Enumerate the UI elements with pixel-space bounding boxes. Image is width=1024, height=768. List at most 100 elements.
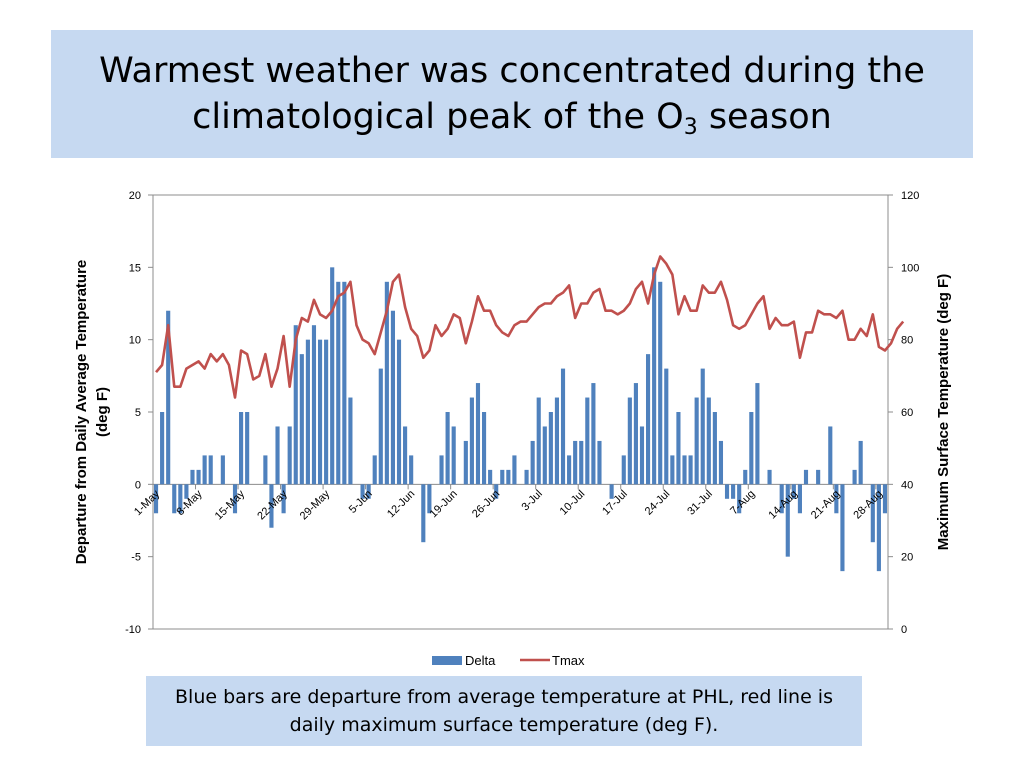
delta-bar bbox=[196, 469, 201, 485]
delta-bar bbox=[803, 469, 809, 485]
delta-bar bbox=[749, 412, 754, 485]
delta-bar bbox=[305, 339, 310, 485]
delta-bar bbox=[639, 426, 645, 485]
delta-bar bbox=[202, 455, 207, 485]
delta-bar bbox=[785, 484, 790, 557]
delta-bar bbox=[585, 397, 590, 485]
slide-title-end: season bbox=[697, 97, 832, 137]
delta-bar bbox=[421, 484, 426, 543]
y2-tick-label: 40 bbox=[901, 479, 913, 491]
delta-bar bbox=[281, 484, 286, 514]
tmax-line bbox=[155, 255, 905, 399]
delta-bar bbox=[579, 440, 584, 485]
delta-bar bbox=[275, 426, 280, 485]
delta-bar bbox=[153, 484, 159, 514]
delta-bar bbox=[317, 339, 323, 485]
delta-bar bbox=[573, 440, 578, 485]
delta-bar bbox=[542, 426, 547, 485]
y-tick-label: -5 bbox=[131, 552, 141, 564]
legend-tmax-label: Tmax bbox=[552, 653, 585, 668]
legend-delta-label: Delta bbox=[465, 653, 496, 668]
y2-axis-title: Maximum Surface Temperature (deg F) bbox=[935, 274, 952, 550]
delta-bar bbox=[360, 484, 365, 499]
delta-bar bbox=[676, 412, 681, 485]
delta-bar bbox=[718, 440, 724, 485]
x-tick-label: 31-Jul bbox=[685, 488, 715, 518]
delta-bar bbox=[700, 368, 705, 485]
delta-bar bbox=[232, 484, 238, 514]
delta-bar bbox=[834, 484, 839, 514]
delta-bar bbox=[378, 368, 383, 485]
delta-bar bbox=[220, 455, 225, 485]
delta-bar bbox=[299, 354, 304, 485]
delta-bar bbox=[160, 412, 165, 485]
delta-bar bbox=[779, 484, 784, 514]
x-tick-label: 24-Jul bbox=[643, 488, 673, 518]
delta-bar bbox=[816, 469, 821, 485]
delta-bar bbox=[633, 383, 638, 485]
legend-delta-swatch bbox=[432, 656, 462, 665]
delta-bar bbox=[245, 412, 250, 485]
delta-bar bbox=[840, 484, 845, 572]
delta-bar bbox=[682, 455, 687, 485]
delta-bar bbox=[506, 469, 511, 485]
delta-bar bbox=[208, 455, 213, 485]
delta-bar bbox=[500, 469, 505, 485]
delta-bar bbox=[755, 383, 760, 485]
delta-bar bbox=[287, 426, 292, 485]
delta-bar bbox=[336, 281, 341, 485]
delta-bar bbox=[481, 412, 487, 485]
delta-bar bbox=[427, 484, 432, 514]
x-tick-label: 17-Jul bbox=[600, 488, 630, 518]
delta-bar bbox=[348, 397, 353, 485]
plot-area-frame bbox=[152, 194, 889, 630]
slide-title-main: Warmest weather was concentrated during … bbox=[99, 51, 925, 137]
delta-bar bbox=[797, 484, 802, 514]
delta-bar bbox=[439, 455, 444, 485]
delta-bar bbox=[172, 484, 177, 514]
delta-bar bbox=[658, 281, 663, 485]
delta-bar bbox=[554, 397, 560, 485]
delta-bar bbox=[403, 426, 408, 485]
y2-tick-label: 20 bbox=[901, 552, 913, 564]
x-tick-label: 26-Jun bbox=[470, 488, 502, 520]
y2-tick-label: 60 bbox=[901, 407, 913, 419]
y-tick-label: -10 bbox=[125, 624, 141, 636]
delta-bar bbox=[239, 412, 244, 485]
delta-bar bbox=[536, 397, 541, 485]
delta-bar bbox=[463, 440, 468, 485]
x-tick-label: 15-May bbox=[213, 488, 248, 523]
delta-bar bbox=[791, 484, 796, 499]
delta-bar bbox=[342, 281, 347, 485]
delta-bar bbox=[852, 469, 857, 485]
delta-bar bbox=[731, 484, 736, 499]
delta-bar bbox=[627, 397, 632, 485]
delta-bar bbox=[293, 325, 298, 485]
caption-box: Blue bars are departure from average tem… bbox=[146, 676, 862, 746]
y-axis-title-line: (deg F) bbox=[94, 387, 111, 437]
delta-bar bbox=[530, 440, 535, 485]
delta-bar bbox=[324, 339, 329, 485]
delta-bar bbox=[190, 469, 195, 485]
delta-bar bbox=[609, 484, 614, 499]
delta-bar bbox=[396, 339, 402, 485]
y-tick-label: 10 bbox=[129, 335, 141, 347]
y-axis-title-line: Departure from Daily Average Temperature bbox=[73, 260, 90, 565]
delta-bar bbox=[876, 484, 881, 572]
delta-bar bbox=[372, 455, 377, 485]
y2-tick-label: 0 bbox=[901, 624, 907, 636]
delta-bar bbox=[737, 484, 742, 514]
delta-bar bbox=[269, 484, 274, 528]
delta-bar bbox=[767, 469, 772, 485]
delta-bar bbox=[597, 440, 602, 485]
delta-bar bbox=[330, 267, 335, 485]
delta-bar bbox=[621, 455, 626, 485]
delta-bar bbox=[184, 484, 189, 499]
delta-bar bbox=[694, 397, 699, 485]
delta-bar bbox=[390, 310, 396, 485]
slide-title-subscript: 3 bbox=[683, 115, 698, 140]
delta-bar bbox=[475, 383, 481, 485]
slide-title: Warmest weather was concentrated during … bbox=[51, 48, 973, 140]
caption-text: Blue bars are departure from average tem… bbox=[175, 686, 833, 736]
y-tick-label: 15 bbox=[129, 262, 141, 274]
